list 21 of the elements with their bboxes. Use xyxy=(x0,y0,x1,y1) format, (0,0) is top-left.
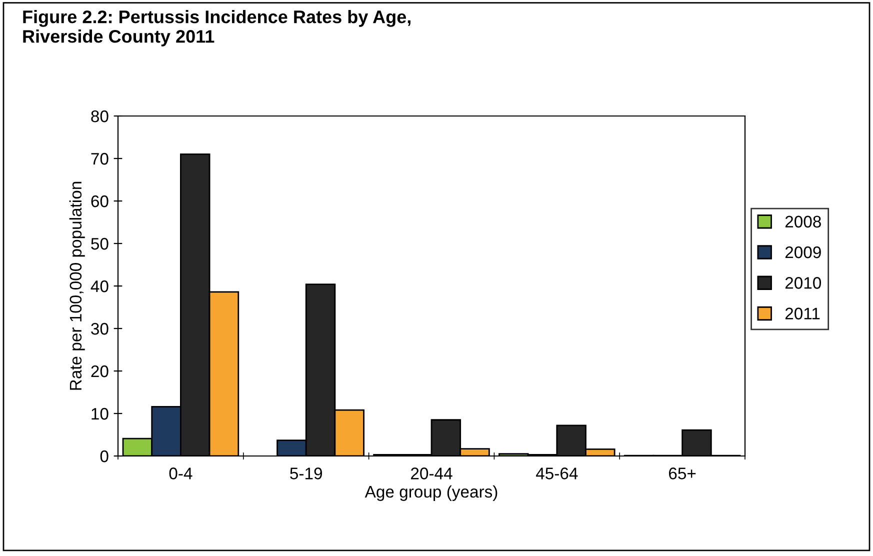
y-tick-label: 80 xyxy=(91,110,108,122)
legend-label: 2011 xyxy=(785,308,820,320)
x-axis-title: Age group (years) xyxy=(364,485,498,501)
x-tick-label: 0-4 xyxy=(169,468,192,480)
y-tick-label: 10 xyxy=(92,408,108,420)
x-tick-label: 20-44 xyxy=(411,468,452,480)
legend-label: 2010 xyxy=(785,277,822,289)
y-tick-label: 0 xyxy=(100,450,108,462)
x-tick-label: 5-19 xyxy=(290,468,322,480)
chart-title: Figure 2.2: Pertussis Incidence Rates by Age, Riverside County 2011 xyxy=(23,10,410,46)
y-tick-label: 40 xyxy=(90,280,108,292)
y-tick-label: 60 xyxy=(91,195,108,208)
y-axis-title: Rate per 100,000 population xyxy=(69,182,85,390)
y-tick-label: 50 xyxy=(91,238,108,250)
y-tick-label: 30 xyxy=(91,322,108,335)
legend-label: 2009 xyxy=(785,246,821,258)
x-tick-label: 65+ xyxy=(669,468,696,480)
x-tick-label: 45-64 xyxy=(536,468,578,480)
legend-label: 2008 xyxy=(785,216,821,228)
y-tick-label: 70 xyxy=(91,152,108,165)
y-tick-label: 20 xyxy=(91,365,108,378)
